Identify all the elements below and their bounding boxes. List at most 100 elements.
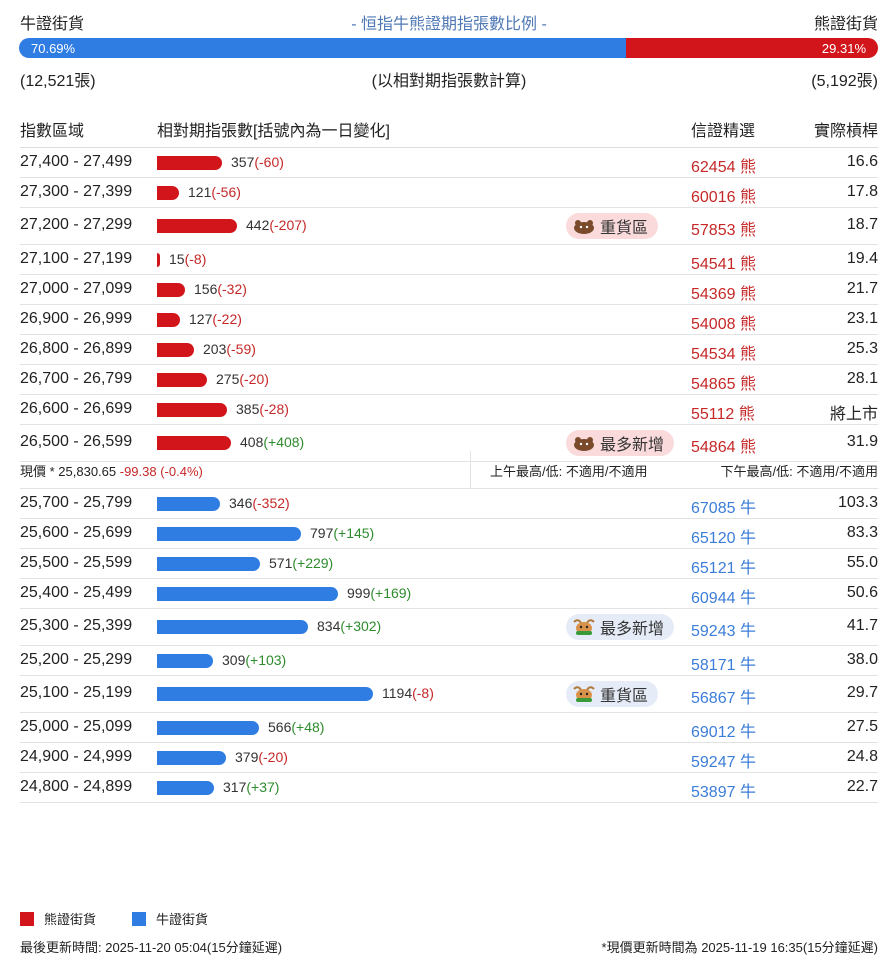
warrant-code-link[interactable]: 60944 牛 bbox=[691, 589, 756, 607]
col-range: 指數區域 bbox=[20, 123, 85, 140]
table-row: 26,800 - 26,899 203(-59) 54534 熊 25.3 bbox=[20, 335, 878, 365]
index-range: 26,800 - 26,899 bbox=[20, 339, 133, 357]
warrant-code-link[interactable]: 67085 牛 bbox=[691, 499, 756, 517]
table-row: 26,600 - 26,699 385(-28) 55112 熊 將上市 bbox=[20, 395, 878, 425]
bull-bar bbox=[157, 720, 259, 735]
bull-bar bbox=[157, 526, 301, 541]
legend-bear-swatch bbox=[20, 911, 34, 926]
qty-value: 203 bbox=[203, 340, 227, 357]
last-updated: 最後更新時間: 2025-11-20 05:04(15分鐘延遲) bbox=[20, 940, 283, 955]
index-range: 27,300 - 27,399 bbox=[20, 182, 133, 200]
index-range: 24,800 - 24,899 bbox=[20, 777, 133, 795]
qty-value: 121 bbox=[188, 183, 212, 200]
warrant-code-link[interactable]: 57853 熊 bbox=[691, 222, 756, 239]
warrant-code-link[interactable]: 69012 牛 bbox=[691, 723, 756, 741]
warrant-code-link[interactable]: 54534 熊 bbox=[691, 345, 756, 363]
leverage-value: 83.3 bbox=[846, 523, 878, 541]
pm-high-low: 下午最高/低: 不適用/不適用 bbox=[720, 464, 878, 479]
qty-value: 571 bbox=[269, 554, 293, 571]
bear-icon bbox=[574, 437, 594, 451]
table-row: 27,200 - 27,299 442(-207) 重貨區 57853 熊 18.7 bbox=[20, 208, 878, 245]
warrant-code-link[interactable]: 56867 牛 bbox=[691, 690, 756, 707]
bear-percent: 29.31% bbox=[821, 40, 866, 56]
bear-bar bbox=[157, 312, 180, 327]
qty-label: 566(+48) bbox=[268, 719, 324, 735]
qty-label: 357(-60) bbox=[231, 154, 284, 170]
page-title: - 恒指牛熊證期指張數比例 - bbox=[351, 16, 547, 33]
qty-change: (+37) bbox=[246, 778, 280, 795]
qty-label: 385(-28) bbox=[236, 401, 289, 417]
index-range: 25,000 - 25,099 bbox=[20, 717, 133, 735]
index-range: 25,700 - 25,799 bbox=[20, 493, 133, 511]
warrant-code-link[interactable]: 54864 熊 bbox=[691, 439, 756, 456]
qty-change: (-32) bbox=[217, 280, 247, 297]
bear-bar bbox=[157, 436, 231, 450]
warrant-code-link[interactable]: 54008 熊 bbox=[691, 315, 756, 333]
qty-value: 15 bbox=[169, 250, 185, 267]
qty-value: 309 bbox=[222, 651, 246, 668]
spot-divider bbox=[470, 451, 471, 488]
table-row: 25,300 - 25,399 834(+302) 最多新增 59243 牛 41.7 bbox=[20, 609, 878, 646]
index-range: 26,500 - 26,599 bbox=[20, 433, 133, 450]
qty-label: 408(+408) bbox=[240, 434, 304, 450]
qty-value: 317 bbox=[223, 778, 247, 795]
warrant-code-link[interactable]: 59247 牛 bbox=[691, 753, 756, 771]
qty-value: 385 bbox=[236, 400, 260, 417]
bull-percent: 70.69% bbox=[31, 40, 76, 56]
col-leverage: 實際槓桿 bbox=[813, 123, 878, 140]
qty-change: (-59) bbox=[226, 340, 256, 357]
qty-change: (-20) bbox=[258, 748, 288, 765]
qty-label: 442(-207) bbox=[246, 217, 307, 233]
bull-icon bbox=[573, 619, 595, 635]
table-row: 27,300 - 27,399 121(-56) 60016 熊 17.8 bbox=[20, 178, 878, 208]
qty-label: 346(-352) bbox=[229, 495, 290, 511]
table-row: 25,600 - 25,699 797(+145) 65120 牛 83.3 bbox=[20, 519, 878, 549]
qty-change: (-8) bbox=[184, 250, 207, 267]
badge-label: 最多新增 bbox=[600, 437, 665, 454]
warrant-code-link[interactable]: 59243 牛 bbox=[691, 623, 756, 640]
bear-badge: 重貨區 bbox=[566, 213, 659, 239]
warrant-code-link[interactable]: 65120 牛 bbox=[691, 529, 756, 547]
table-row: 25,200 - 25,299 309(+103) 58171 牛 38.0 bbox=[20, 646, 878, 676]
qty-label: 203(-59) bbox=[203, 341, 256, 357]
qty-label: 309(+103) bbox=[222, 652, 286, 668]
table-row: 25,700 - 25,799 346(-352) 67085 牛 103.3 bbox=[20, 489, 878, 519]
qty-change: (-22) bbox=[212, 310, 242, 327]
warrant-code-link[interactable]: 54865 熊 bbox=[691, 375, 756, 393]
leverage-value: 29.7 bbox=[846, 684, 878, 701]
index-range: 24,900 - 24,999 bbox=[20, 747, 133, 765]
warrant-code-link[interactable]: 55112 熊 bbox=[691, 405, 755, 423]
badge-label: 重貨區 bbox=[600, 220, 649, 237]
index-range: 27,400 - 27,499 bbox=[20, 152, 133, 170]
bear-badge: 最多新增 bbox=[566, 430, 675, 456]
qty-label: 797(+145) bbox=[310, 525, 374, 541]
count-note: (以相對期指張數計算) bbox=[371, 73, 527, 90]
spot-change: -99.38 (-0.4%) bbox=[116, 464, 203, 479]
am-high-low: 上午最高/低: 不適用/不適用 bbox=[490, 464, 648, 479]
bear-count: (5,192張) bbox=[811, 73, 878, 90]
warrant-code-link[interactable]: 62454 熊 bbox=[691, 158, 756, 176]
index-range: 26,900 - 26,999 bbox=[20, 309, 133, 327]
qty-label: 834(+302) bbox=[317, 618, 381, 634]
qty-value: 999 bbox=[347, 584, 371, 601]
warrant-code-link[interactable]: 53897 牛 bbox=[691, 783, 756, 801]
leverage-value: 21.7 bbox=[846, 279, 878, 297]
warrant-code-link[interactable]: 58171 牛 bbox=[691, 656, 756, 674]
qty-label: 1194(-8) bbox=[382, 685, 434, 701]
badge-label: 重貨區 bbox=[600, 688, 649, 705]
qty-change: (-207) bbox=[269, 217, 307, 233]
index-range: 25,400 - 25,499 bbox=[20, 583, 133, 601]
qty-value: 127 bbox=[189, 310, 213, 327]
bear-label: 熊證街貨 bbox=[813, 16, 878, 33]
qty-value: 834 bbox=[317, 618, 341, 634]
bull-count: (12,521張) bbox=[20, 73, 96, 90]
bear-bar bbox=[157, 155, 222, 170]
qty-value: 442 bbox=[246, 217, 270, 233]
leverage-value: 19.4 bbox=[846, 249, 878, 267]
warrant-code-link[interactable]: 54541 熊 bbox=[691, 255, 756, 273]
qty-change: (+229) bbox=[292, 554, 334, 571]
warrant-code-link[interactable]: 54369 熊 bbox=[691, 285, 756, 303]
qty-change: (-60) bbox=[254, 153, 284, 170]
warrant-code-link[interactable]: 65121 牛 bbox=[691, 559, 756, 577]
warrant-code-link[interactable]: 60016 熊 bbox=[691, 188, 756, 206]
